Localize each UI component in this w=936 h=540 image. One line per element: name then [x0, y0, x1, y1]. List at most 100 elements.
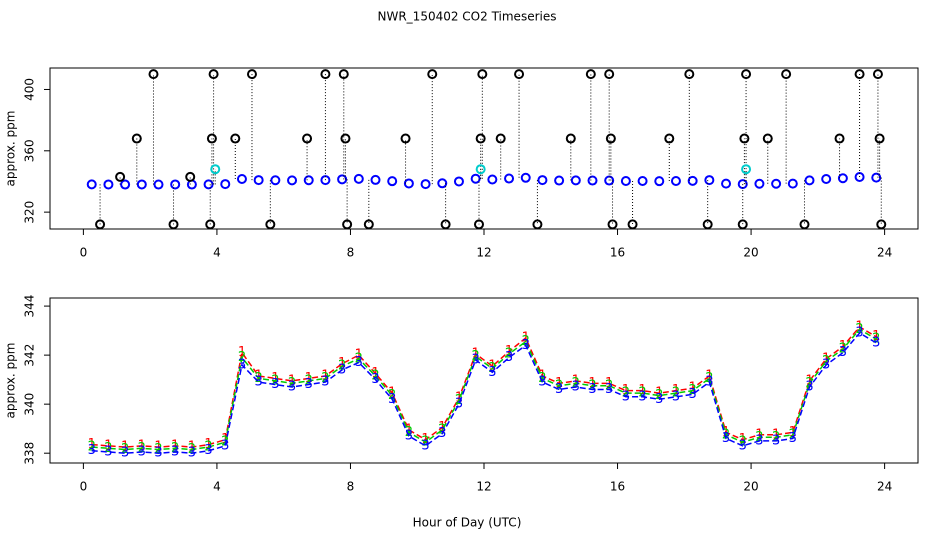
- point-symbol: 1: [622, 383, 630, 398]
- point: [704, 175, 715, 186]
- point-symbol: 2: [522, 334, 530, 349]
- x-tick-label: 20: [743, 480, 758, 494]
- point-symbol: 3: [455, 397, 463, 412]
- point-symbol: 3: [288, 379, 296, 394]
- point: [203, 179, 214, 190]
- point-symbol: 2: [288, 376, 296, 391]
- point: [821, 174, 832, 185]
- point: [565, 133, 576, 144]
- point-symbol: 1: [204, 437, 212, 452]
- point: [741, 69, 752, 80]
- point: [627, 219, 638, 230]
- point: [670, 176, 681, 187]
- point-symbol: 1: [572, 373, 580, 388]
- point: [799, 219, 810, 230]
- point-symbol: 1: [588, 376, 596, 391]
- point-symbol: 2: [371, 368, 379, 383]
- point: [854, 69, 865, 80]
- point-symbol: 2: [872, 332, 880, 347]
- point: [95, 219, 106, 230]
- point-symbol: 3: [338, 362, 346, 377]
- point: [427, 69, 438, 80]
- point: [302, 133, 313, 144]
- point-symbol: 2: [338, 359, 346, 374]
- point-symbol: 2: [689, 383, 697, 398]
- plot-frame: [49, 67, 919, 230]
- point: [387, 176, 398, 187]
- point: [453, 176, 464, 187]
- point: [781, 69, 792, 80]
- point: [654, 176, 665, 187]
- point-symbol: 3: [739, 438, 747, 453]
- point-symbol: 2: [104, 441, 112, 456]
- point-symbol: 3: [855, 326, 863, 341]
- point: [403, 178, 414, 189]
- point-symbol: 2: [622, 386, 630, 401]
- point: [420, 179, 431, 190]
- point: [637, 176, 648, 187]
- point: [754, 178, 765, 189]
- point: [320, 69, 331, 80]
- y-tick-label: 320: [23, 201, 37, 224]
- point-symbol: 3: [271, 377, 279, 392]
- point-symbol: 3: [221, 438, 229, 453]
- point-symbol: 1: [405, 422, 413, 437]
- point-symbol: 2: [755, 430, 763, 445]
- point-symbol: 2: [238, 350, 246, 365]
- point-symbol: 2: [154, 442, 162, 457]
- point: [585, 69, 596, 80]
- point-symbol: 2: [822, 354, 830, 369]
- point-symbol: 1: [655, 386, 663, 401]
- point-symbol: 2: [605, 378, 613, 393]
- point-symbol: 2: [388, 388, 396, 403]
- point: [876, 219, 887, 230]
- point-symbol: 2: [488, 361, 496, 376]
- point: [837, 173, 848, 184]
- point-symbol: 3: [555, 382, 563, 397]
- point-symbol: 2: [789, 427, 797, 442]
- point-symbol: 3: [255, 375, 263, 390]
- y-tick-label: 344: [23, 295, 37, 318]
- point: [495, 133, 506, 144]
- point-symbol: 2: [722, 427, 730, 442]
- point: [771, 178, 782, 189]
- point: [702, 219, 713, 230]
- point-symbol: 1: [555, 376, 563, 391]
- point-symbol: 1: [238, 345, 246, 360]
- point: [370, 174, 381, 185]
- point: [205, 219, 216, 230]
- point-symbol: 2: [188, 442, 196, 457]
- point: [687, 175, 698, 186]
- x-tick-label: 12: [476, 246, 491, 260]
- point-symbol: 1: [822, 351, 830, 366]
- point: [342, 219, 353, 230]
- point-symbol: 1: [672, 383, 680, 398]
- point: [168, 219, 179, 230]
- point-symbol: 1: [338, 356, 346, 371]
- point-symbol: 1: [689, 381, 697, 396]
- point-symbol: 3: [88, 443, 96, 458]
- point-symbol: 2: [839, 341, 847, 356]
- point-symbol: 2: [271, 373, 279, 388]
- point-symbol: 2: [555, 378, 563, 393]
- point-symbol: 3: [305, 377, 313, 392]
- point: [872, 69, 883, 80]
- point: [340, 133, 351, 144]
- series-line: [91, 325, 877, 448]
- point: [208, 69, 219, 80]
- point: [587, 175, 598, 186]
- point: [475, 164, 486, 175]
- point-symbol: 1: [255, 368, 263, 383]
- point-symbol: 3: [522, 338, 530, 353]
- point-symbol: 1: [288, 373, 296, 388]
- point-symbol: 1: [171, 438, 179, 453]
- point-symbol: 1: [605, 376, 613, 391]
- point: [477, 69, 488, 80]
- point: [514, 69, 525, 80]
- y-tick-label: 400: [23, 78, 37, 101]
- point-symbol: 1: [505, 344, 513, 359]
- point-symbol: 3: [421, 438, 429, 453]
- point: [762, 133, 773, 144]
- point-symbol: 1: [538, 368, 546, 383]
- point: [120, 179, 131, 190]
